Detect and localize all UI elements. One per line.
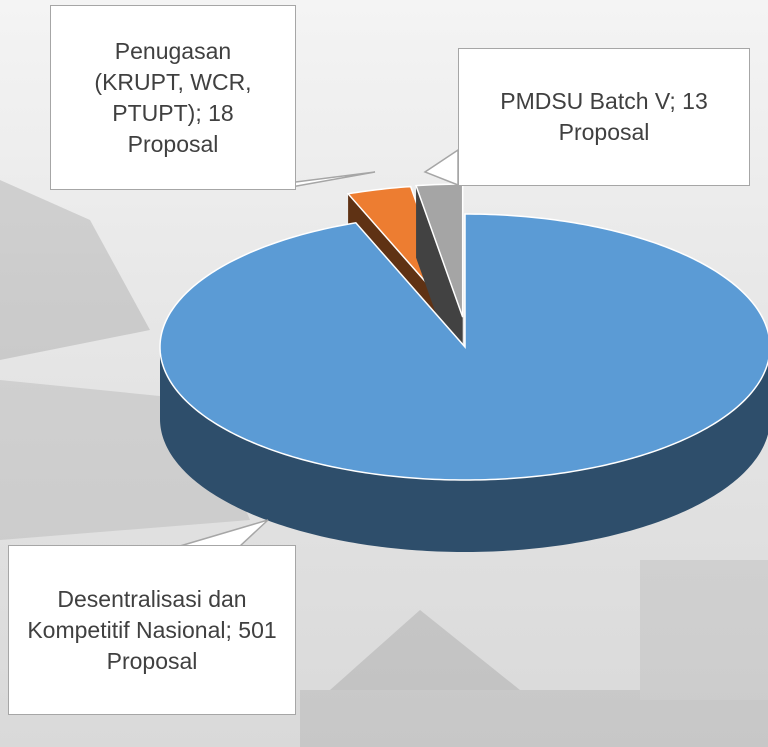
page: Desentralisasi dan Kompetitif Nasional; … — [0, 0, 768, 747]
pie — [160, 184, 768, 552]
data-label: Desentralisasi dan Kompetitif Nasional; … — [8, 545, 296, 715]
data-label: PMDSU Batch V; 13 Proposal — [458, 48, 750, 186]
data-label: Penugasan (KRUPT, WCR, PTUPT); 18 Propos… — [50, 5, 296, 190]
slice — [160, 214, 768, 480]
